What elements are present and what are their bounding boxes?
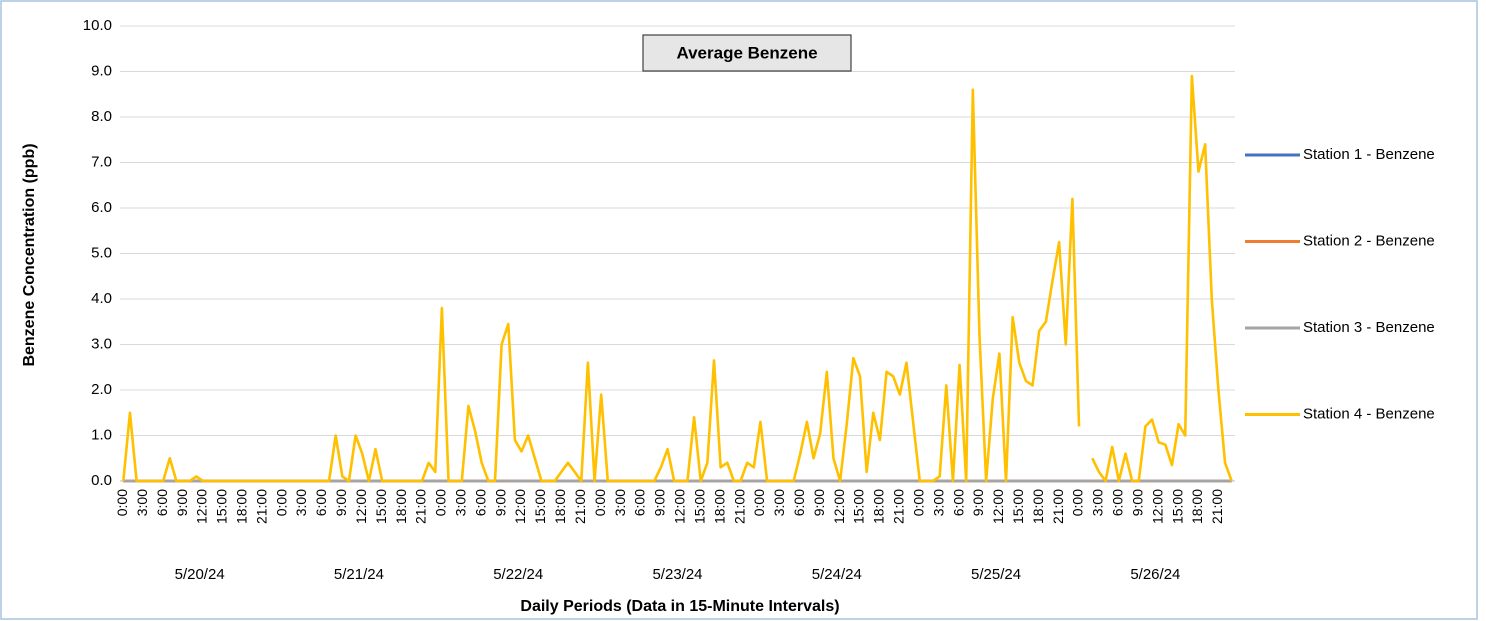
y-tick-label: 9.0	[91, 62, 112, 79]
x-tick-label: 3:00	[134, 489, 150, 516]
x-tick-label: 0:00	[273, 489, 289, 516]
x-tick-label: 6:00	[313, 489, 329, 516]
x-tick-label: 6:00	[472, 489, 488, 516]
x-group-label: 5/25/24	[971, 566, 1021, 583]
x-tick-label: 9:00	[1129, 489, 1145, 516]
x-tick-label: 21:00	[1050, 489, 1066, 524]
y-tick-label: 10.0	[83, 17, 112, 34]
x-tick-label: 21:00	[413, 489, 429, 524]
y-tick-label: 8.0	[91, 108, 112, 125]
x-tick-label: 3:00	[453, 489, 469, 516]
plot-area: 0.01.02.03.04.05.06.07.08.09.010.00:00 3:…	[83, 17, 1235, 583]
x-group-label: 5/23/24	[652, 566, 702, 583]
x-tick-label: 12:00	[672, 489, 688, 524]
x-tick-label: 18:00	[711, 489, 727, 524]
x-tick-label: 0:00	[751, 489, 767, 516]
x-tick-label: 3:00	[1090, 489, 1106, 516]
x-tick-label: 6:00	[791, 489, 807, 516]
x-tick-label: 9:00	[652, 489, 668, 516]
x-tick-label: 18:00	[1189, 489, 1205, 524]
x-tick-label: 6:00	[632, 489, 648, 516]
x-tick-label: 0:00	[592, 489, 608, 516]
x-tick-label: 12:00	[512, 489, 528, 524]
x-tick-label: 12:00	[194, 489, 210, 524]
legend-label: Station 1 - Benzene	[1303, 146, 1435, 163]
x-tick-label: 15:00	[691, 489, 707, 524]
x-tick-label: 21:00	[891, 489, 907, 524]
y-tick-label: 7.0	[91, 153, 112, 170]
x-group-label: 5/24/24	[812, 566, 862, 583]
x-tick-label: 6:00	[1110, 489, 1126, 516]
x-tick-label: 18:00	[552, 489, 568, 524]
x-tick-label: 9:00	[333, 489, 349, 516]
y-tick-label: 5.0	[91, 244, 112, 261]
x-tick-label: 9:00	[174, 489, 190, 516]
x-group-label: 5/20/24	[175, 566, 225, 583]
x-tick-label: 3:00	[930, 489, 946, 516]
chart-title: Average Benzene	[676, 43, 817, 62]
legend-label: Station 3 - Benzene	[1303, 319, 1435, 336]
x-tick-label: 6:00	[154, 489, 170, 516]
x-tick-label: 9:00	[811, 489, 827, 516]
x-tick-label: 3:00	[293, 489, 309, 516]
x-tick-label: 15:00	[214, 489, 230, 524]
x-tick-label: 0:00	[1070, 489, 1086, 516]
legend-label: Station 4 - Benzene	[1303, 405, 1435, 422]
x-tick-label: 12:00	[831, 489, 847, 524]
x-tick-label: 6:00	[950, 489, 966, 516]
x-tick-label: 3:00	[771, 489, 787, 516]
legend-label: Station 2 - Benzene	[1303, 232, 1435, 249]
x-tick-label: 21:00	[1209, 489, 1225, 524]
x-tick-label: 18:00	[233, 489, 249, 524]
series-line	[122, 74, 1233, 483]
y-tick-label: 0.0	[91, 472, 112, 489]
y-tick-label: 4.0	[91, 290, 112, 307]
x-tick-label: 0:00	[910, 489, 926, 516]
x-tick-label: 15:00	[851, 489, 867, 524]
x-group-label: 5/21/24	[334, 566, 384, 583]
y-tick-label: 1.0	[91, 426, 112, 443]
x-tick-label: 15:00	[373, 489, 389, 524]
x-tick-label: 12:00	[990, 489, 1006, 524]
x-tick-label: 0:00	[114, 489, 130, 516]
x-tick-label: 12:00	[1149, 489, 1165, 524]
x-tick-label: 15:00	[1169, 489, 1185, 524]
x-group-label: 5/22/24	[493, 566, 543, 583]
x-group-label: 5/26/24	[1130, 566, 1180, 583]
x-tick-label: 3:00	[612, 489, 628, 516]
title-box	[642, 34, 852, 72]
x-tick-label: 15:00	[532, 489, 548, 524]
y-tick-label: 6.0	[91, 199, 112, 216]
x-tick-label: 9:00	[492, 489, 508, 516]
x-tick-label: 15:00	[1010, 489, 1026, 524]
x-tick-label: 21:00	[731, 489, 747, 524]
x-tick-label: 12:00	[353, 489, 369, 524]
x-tick-label: 18:00	[871, 489, 887, 524]
x-tick-label: 9:00	[970, 489, 986, 516]
y-axis-label: Benzene Concentration (ppb)	[21, 143, 38, 366]
y-tick-label: 2.0	[91, 381, 112, 398]
x-tick-label: 0:00	[433, 489, 449, 516]
y-tick-label: 3.0	[91, 335, 112, 352]
x-tick-label: 18:00	[1030, 489, 1046, 524]
x-tick-label: 21:00	[572, 489, 588, 524]
x-tick-label: 18:00	[393, 489, 409, 524]
x-axis-label: Daily Periods (Data in 15-Minute Interva…	[520, 598, 839, 615]
x-tick-label: 21:00	[253, 489, 269, 524]
